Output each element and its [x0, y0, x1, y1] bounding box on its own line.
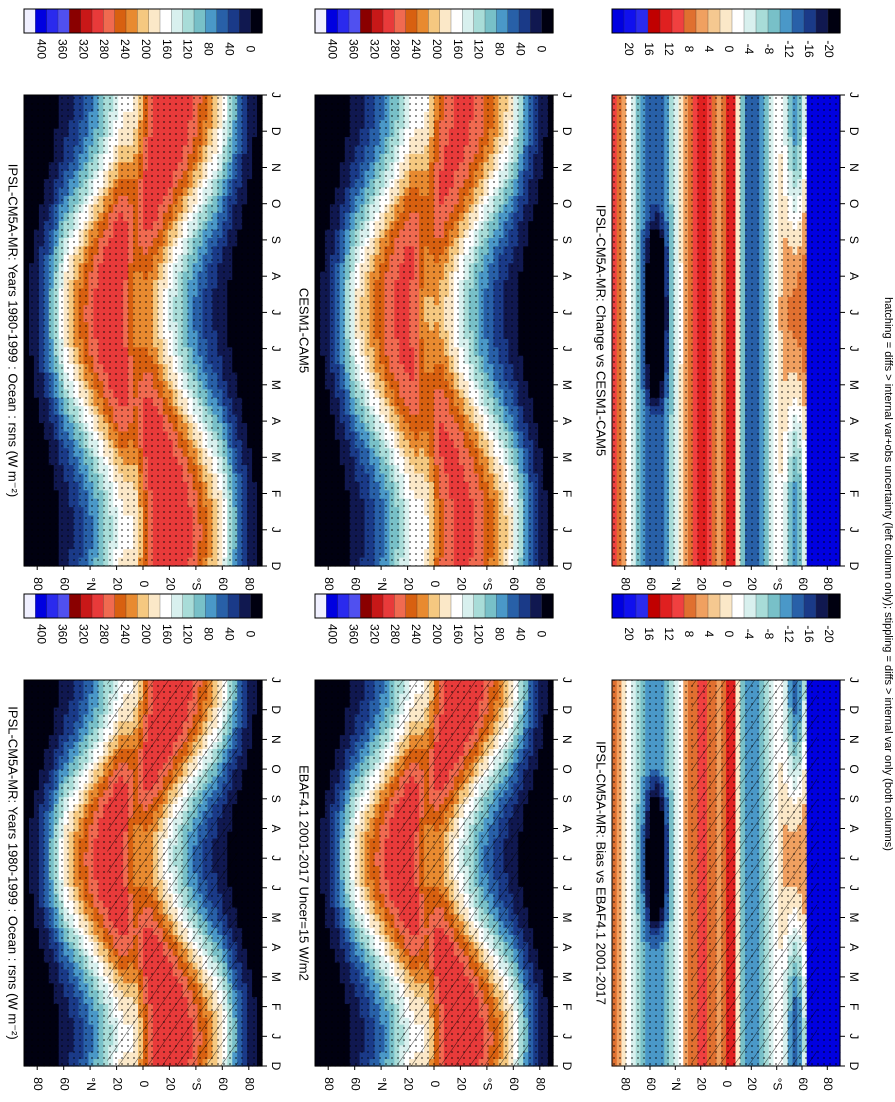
colorbar-swatch	[148, 593, 161, 619]
colorbar-swatch	[91, 593, 104, 619]
x-tick-label: J	[269, 1033, 283, 1039]
x-tick-label: A	[269, 824, 283, 832]
x-tick-label: M	[269, 913, 283, 923]
colorbar-tick-label: 120	[181, 624, 195, 644]
colorbar-swatch	[114, 593, 127, 619]
colorbar-swatch	[35, 593, 48, 619]
colorbar-tick-label: 240	[118, 624, 132, 644]
colorbar-tick-label: 280	[97, 624, 111, 644]
colorbar-swatch	[46, 593, 59, 619]
colorbar-swatch	[80, 593, 93, 619]
colorbar-tick-label: 40	[222, 627, 236, 641]
colorbar-swatch	[23, 593, 36, 619]
colorbar-swatch	[193, 593, 206, 619]
panel-title: IPSL-CM5A-MR: Years 1980-1999 : Ocean : …	[6, 706, 21, 1039]
y-tick-label: °N	[84, 1077, 98, 1090]
colorbar-swatch	[205, 593, 218, 619]
y-tick-label: 60	[216, 1077, 230, 1091]
colorbar-swatch	[239, 593, 252, 619]
colorbar-swatch	[216, 593, 229, 619]
x-tick-label: S	[269, 795, 283, 803]
colorbar-swatch	[182, 593, 195, 619]
colorbar-swatch	[250, 593, 263, 619]
colorbar-swatch	[159, 593, 172, 619]
x-tick-label: F	[269, 1003, 283, 1010]
hatching-overlay	[107, 680, 239, 1066]
x-tick-label: J	[269, 885, 283, 891]
x-tick-label: M	[269, 972, 283, 982]
colorbar-swatch	[69, 593, 82, 619]
x-tick-label: D	[269, 1062, 283, 1071]
colorbar-swatch	[103, 593, 116, 619]
colorbar-tick-label: 320	[76, 624, 90, 644]
colorbar-tick-label: 360	[55, 624, 69, 644]
colorbar-swatch	[125, 593, 138, 619]
x-tick-label: D	[269, 705, 283, 714]
y-tick-label: 80	[243, 1077, 257, 1091]
colorbar-tick-label: 80	[202, 627, 216, 641]
x-tick-label: J	[269, 855, 283, 861]
colorbar-swatch	[227, 593, 240, 619]
y-tick-label: 20	[110, 1077, 124, 1091]
y-tick-label: 0	[137, 1081, 151, 1088]
colorbar-swatch	[171, 593, 184, 619]
colorbar-tick-label: 160	[160, 624, 174, 644]
y-tick-label: 80	[31, 1077, 45, 1091]
x-tick-label: A	[269, 943, 283, 951]
colorbar-tick-label: 400	[35, 624, 49, 644]
colorbar-frame	[23, 593, 263, 619]
colorbar-tick-label: 200	[139, 624, 153, 644]
y-tick-label: 60	[57, 1077, 71, 1091]
y-tick-label: °S	[190, 1078, 204, 1091]
colorbar-swatch	[57, 593, 70, 619]
colorbar-swatch	[137, 593, 150, 619]
x-tick-label: N	[269, 735, 283, 744]
x-tick-label: J	[269, 677, 283, 683]
x-tick-label: O	[269, 764, 283, 773]
y-tick-label: 20	[163, 1077, 177, 1091]
colorbar-tick-label: 0	[243, 631, 257, 638]
